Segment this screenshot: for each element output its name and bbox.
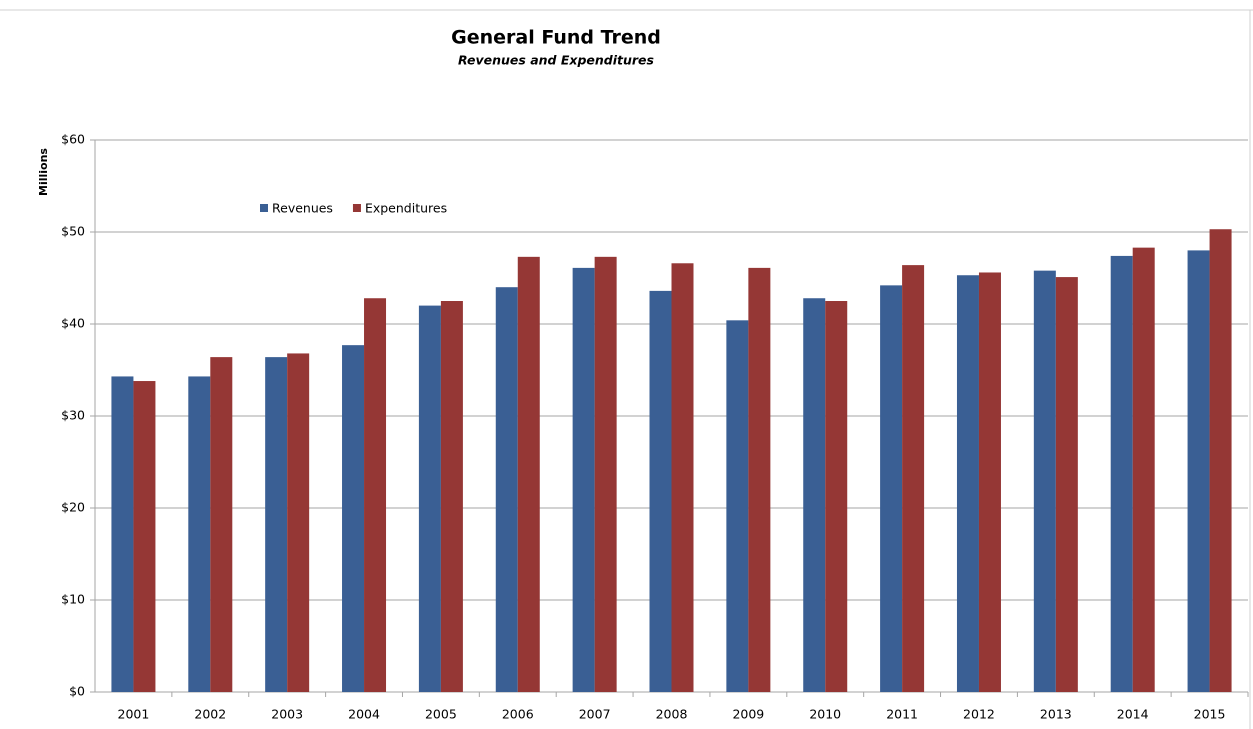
x-tick-label: 2012 — [963, 707, 995, 722]
x-tick-label: 2010 — [809, 707, 841, 722]
bar — [1187, 250, 1210, 692]
bar — [978, 272, 1001, 692]
x-tick-label: 2009 — [732, 707, 764, 722]
bar — [1033, 270, 1056, 692]
x-tick-label: 2003 — [271, 707, 303, 722]
legend-swatch — [352, 204, 361, 212]
x-tick-label: 2001 — [118, 707, 150, 722]
bar — [649, 290, 672, 692]
y-tick-label: $40 — [61, 316, 85, 331]
legend-label: Revenues — [272, 201, 333, 216]
bar — [188, 376, 211, 692]
y-tick-label: $10 — [61, 592, 85, 607]
bar — [1110, 255, 1133, 693]
chart-subtitle: Revenues and Expenditures — [458, 53, 654, 68]
bar — [133, 381, 156, 692]
x-tick-label: 2015 — [1194, 707, 1226, 722]
bar — [880, 285, 903, 692]
bar — [440, 301, 463, 692]
bar — [210, 357, 233, 692]
bar — [495, 287, 518, 692]
bar — [1132, 247, 1155, 692]
chart-title: General Fund Trend — [451, 27, 661, 49]
bar — [671, 263, 694, 692]
bar — [517, 256, 540, 692]
bar — [364, 298, 387, 692]
bar — [1209, 229, 1232, 693]
bar — [902, 265, 925, 692]
y-tick-label: $60 — [61, 132, 85, 147]
bar — [1055, 277, 1078, 692]
bar — [418, 305, 441, 692]
bar — [956, 275, 979, 692]
y-tick-label: $20 — [61, 500, 85, 515]
y-tick-label: $0 — [69, 684, 85, 699]
x-tick-label: 2005 — [425, 707, 457, 722]
bar — [342, 345, 365, 692]
x-tick-label: 2006 — [502, 707, 534, 722]
y-tick-label: $30 — [61, 408, 85, 423]
x-tick-label: 2004 — [348, 707, 380, 722]
bar — [287, 353, 310, 692]
bar — [748, 267, 771, 692]
x-tick-label: 2007 — [579, 707, 611, 722]
bar — [594, 256, 617, 692]
x-tick-label: 2014 — [1117, 707, 1149, 722]
x-tick-label: 2011 — [886, 707, 918, 722]
bar — [265, 357, 288, 692]
bar — [111, 376, 134, 692]
bar — [825, 301, 848, 692]
legend-label: Expenditures — [365, 201, 447, 216]
x-tick-label: 2002 — [194, 707, 226, 722]
x-tick-label: 2013 — [1040, 707, 1072, 722]
y-axis-label: Millions — [37, 148, 50, 196]
x-tick-label: 2008 — [656, 707, 688, 722]
bar — [572, 267, 595, 692]
y-tick-label: $50 — [61, 224, 85, 239]
bar — [726, 320, 749, 692]
bar — [803, 298, 826, 692]
legend-swatch — [260, 204, 268, 212]
